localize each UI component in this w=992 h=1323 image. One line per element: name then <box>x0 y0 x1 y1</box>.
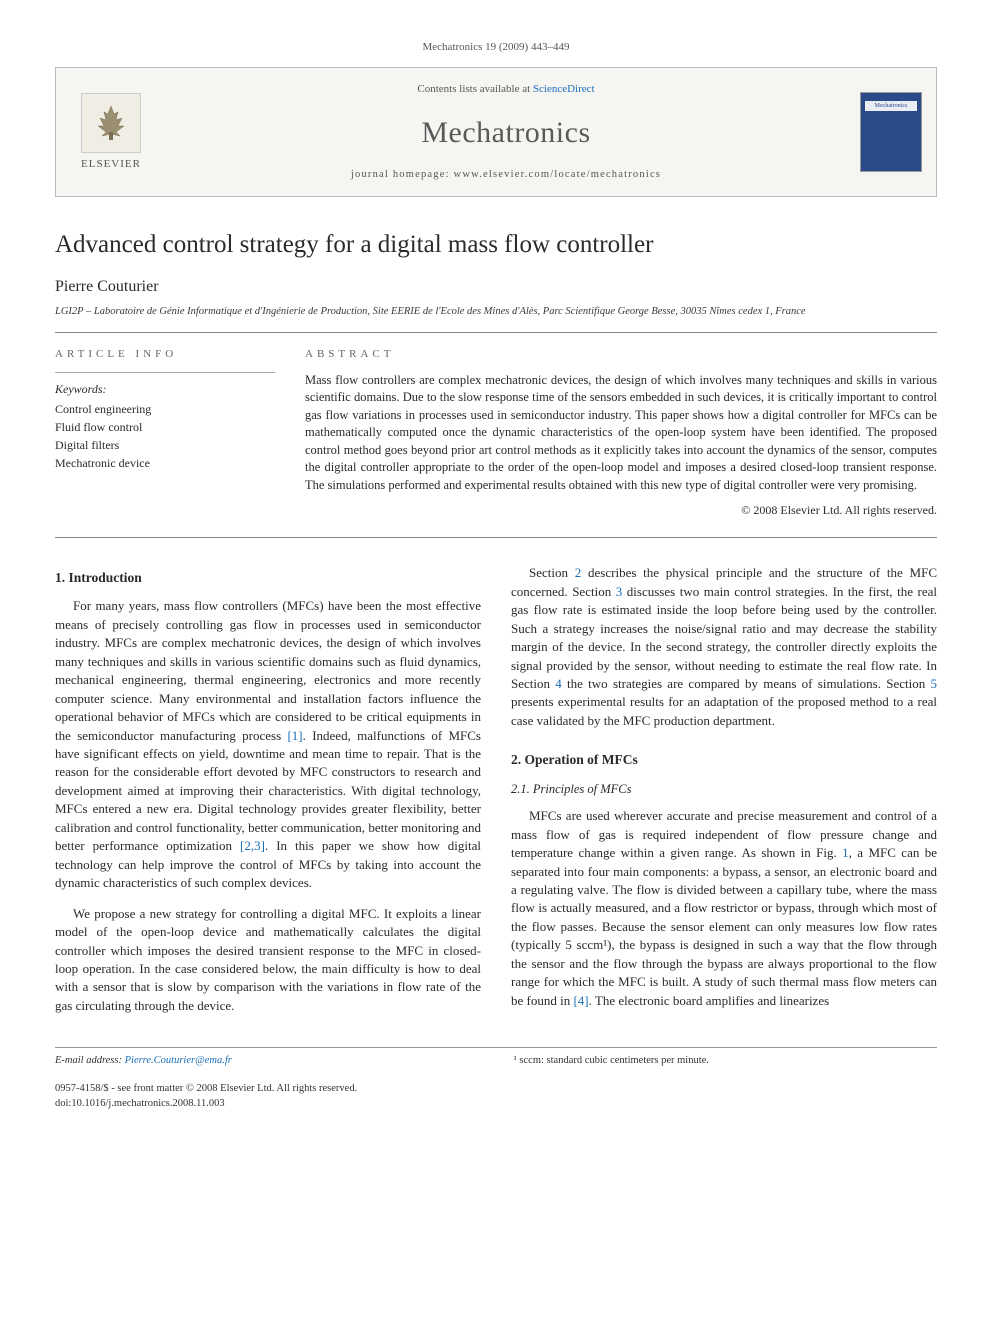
keyword: Digital filters <box>55 436 275 454</box>
rule-mid <box>55 537 937 538</box>
footer-left: E-mail address: Pierre.Couturier@ema.fr … <box>55 1054 478 1112</box>
keywords-label: Keywords: <box>55 381 275 398</box>
section-heading-introduction: 1. Introduction <box>55 568 481 587</box>
abstract-text: Mass flow controllers are complex mechat… <box>305 372 937 495</box>
publisher-name: ELSEVIER <box>81 157 141 172</box>
running-header: Mechatronics 19 (2009) 443–449 <box>55 40 937 55</box>
journal-banner: ELSEVIER Contents lists available at Sci… <box>55 67 937 197</box>
rule-top <box>55 332 937 333</box>
banner-center: Contents lists available at ScienceDirec… <box>166 68 846 196</box>
article-info-label: ARTICLE INFO <box>55 347 275 362</box>
sciencedirect-link[interactable]: ScienceDirect <box>533 83 595 95</box>
doi-line: doi:10.1016/j.mechatronics.2008.11.003 <box>55 1097 478 1112</box>
abstract-column: ABSTRACT Mass flow controllers are compl… <box>305 347 937 520</box>
journal-cover-thumbnail <box>860 92 922 172</box>
abstract-copyright: © 2008 Elsevier Ltd. All rights reserved… <box>305 502 937 519</box>
body-text: 1. Introduction For many years, mass flo… <box>55 564 937 1019</box>
contents-prefix: Contents lists available at <box>417 83 532 95</box>
body-paragraph: MFCs are used wherever accurate and prec… <box>511 807 937 1010</box>
info-abstract-row: ARTICLE INFO Keywords: Control engineeri… <box>55 347 937 520</box>
author-affiliation: LGI2P – Laboratoire de Génie Informatiqu… <box>55 305 937 320</box>
email-link[interactable]: Pierre.Couturier@ema.fr <box>125 1055 232 1066</box>
subsection-heading-principles: 2.1. Principles of MFCs <box>511 781 937 799</box>
keyword: Fluid flow control <box>55 418 275 436</box>
footnote-sccm: ¹ sccm: standard cubic centimeters per m… <box>514 1054 937 1069</box>
info-rule <box>55 372 275 373</box>
page-footer: E-mail address: Pierre.Couturier@ema.fr … <box>55 1047 937 1112</box>
issn-line: 0957-4158/$ - see front matter © 2008 El… <box>55 1082 478 1097</box>
journal-title: Mechatronics <box>176 112 836 154</box>
section-heading-operation: 2. Operation of MFCs <box>511 750 937 769</box>
contents-available: Contents lists available at ScienceDirec… <box>176 82 836 97</box>
corresponding-email: E-mail address: Pierre.Couturier@ema.fr <box>55 1054 478 1069</box>
keyword: Control engineering <box>55 400 275 418</box>
author-name: Pierre Couturier <box>55 276 937 298</box>
footer-right: ¹ sccm: standard cubic centimeters per m… <box>514 1054 937 1112</box>
cover-thumb-wrap <box>846 68 936 196</box>
elsevier-tree-icon <box>81 93 141 153</box>
publisher-block: ELSEVIER <box>56 68 166 196</box>
body-paragraph: Section 2 describes the physical princip… <box>511 564 937 730</box>
article-info-column: ARTICLE INFO Keywords: Control engineeri… <box>55 347 275 520</box>
journal-homepage: journal homepage: www.elsevier.com/locat… <box>176 168 836 183</box>
keyword: Mechatronic device <box>55 454 275 472</box>
copyright-block: 0957-4158/$ - see front matter © 2008 El… <box>55 1082 478 1111</box>
abstract-label: ABSTRACT <box>305 347 937 362</box>
body-paragraph: We propose a new strategy for controllin… <box>55 905 481 1016</box>
body-paragraph: For many years, mass flow controllers (M… <box>55 597 481 892</box>
article-title: Advanced control strategy for a digital … <box>55 227 937 262</box>
email-label: E-mail address: <box>55 1055 125 1066</box>
